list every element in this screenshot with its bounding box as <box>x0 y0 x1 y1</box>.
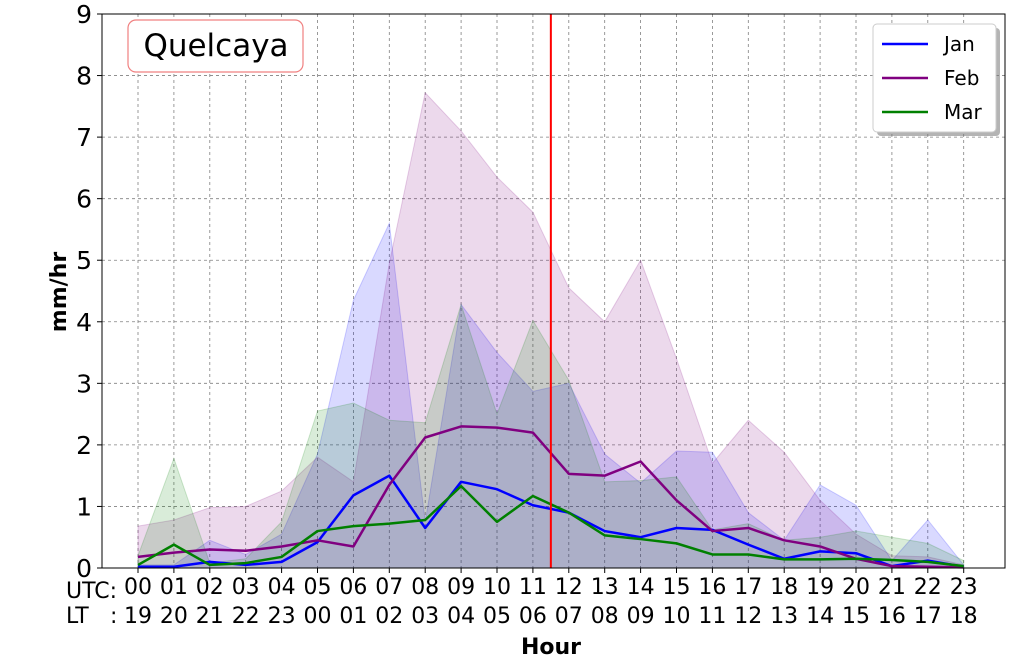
x-tick-label-lt: 10 <box>663 604 691 629</box>
y-tick-label: 4 <box>76 308 92 337</box>
x-tick-label-lt: 08 <box>591 604 619 629</box>
x-tick-label-utc: 03 <box>232 575 260 600</box>
y-tick-label: 2 <box>76 431 92 460</box>
x-tick-label-utc: 21 <box>878 575 906 600</box>
legend-label-jan: Jan <box>942 32 975 56</box>
x-tick-label-lt: 22 <box>232 604 260 629</box>
legend: Jan Feb Mar <box>872 23 1000 136</box>
x-tick-label-utc: 08 <box>411 575 439 600</box>
x-tick-label-lt: 18 <box>950 604 978 629</box>
utc-prefix-label: UTC: <box>66 579 117 604</box>
x-tick-label-utc: 17 <box>734 575 762 600</box>
x-tick-label-lt: 09 <box>627 604 655 629</box>
x-tick-label-lt: 13 <box>770 604 798 629</box>
x-axis-ticks: 00 19 01 20 02 21 03 22 04 23 05 00 06 01 07 02 08 03 09 04… <box>124 568 978 629</box>
x-tick-label-utc: 01 <box>160 575 188 600</box>
y-axis-ticks: 0 1 2 3 4 5 6 7 8 9 <box>76 0 102 583</box>
chart-title: Quelcaya <box>143 28 288 64</box>
lt-prefix-label: LT <box>66 604 89 629</box>
x-tick-label-lt: 16 <box>878 604 906 629</box>
lt-prefix-colon: : <box>110 604 117 629</box>
x-tick-label-utc: 02 <box>196 575 224 600</box>
x-tick-label-lt: 05 <box>483 604 511 629</box>
x-tick-label-lt: 19 <box>124 604 152 629</box>
title-box: Quelcaya <box>127 19 304 73</box>
y-tick-label: 1 <box>76 492 92 521</box>
x-tick-label-lt: 11 <box>698 604 726 629</box>
x-tick-label-lt: 06 <box>519 604 547 629</box>
y-axis-label: mm/hr <box>47 252 72 333</box>
x-tick-label-utc: 15 <box>663 575 691 600</box>
legend-label-feb: Feb <box>944 66 979 90</box>
x-tick-label-lt: 04 <box>447 604 475 629</box>
y-tick-label: 8 <box>76 62 92 91</box>
x-tick-label-utc: 18 <box>770 575 798 600</box>
x-tick-label-utc: 05 <box>304 575 332 600</box>
y-tick-label: 7 <box>76 123 92 152</box>
y-tick-label: 6 <box>76 185 92 214</box>
y-tick-label: 0 <box>76 554 92 583</box>
x-tick-label-lt: 14 <box>806 604 834 629</box>
x-tick-label-lt: 17 <box>914 604 942 629</box>
plot-frame <box>101 13 1006 569</box>
x-tick-label-lt: 15 <box>842 604 870 629</box>
x-tick-label-utc: 10 <box>483 575 511 600</box>
x-tick-label-lt: 12 <box>734 604 762 629</box>
y-tick-label: 9 <box>76 0 92 29</box>
x-axis-label: Hour <box>521 635 581 660</box>
x-tick-label-utc: 11 <box>519 575 547 600</box>
x-tick-label-utc: 13 <box>591 575 619 600</box>
x-tick-label-lt: 00 <box>304 604 332 629</box>
y-tick-label: 3 <box>76 369 92 398</box>
x-tick-label-lt: 07 <box>555 604 583 629</box>
x-tick-label-utc: 20 <box>842 575 870 600</box>
x-tick-label-lt: 03 <box>411 604 439 629</box>
x-tick-label-utc: 12 <box>555 575 583 600</box>
x-tick-label-utc: 14 <box>627 575 655 600</box>
legend-label-mar: Mar <box>944 100 983 124</box>
x-tick-label-lt: 01 <box>339 604 367 629</box>
x-tick-label-lt: 20 <box>160 604 188 629</box>
x-tick-label-lt: 21 <box>196 604 224 629</box>
x-tick-label-utc: 19 <box>806 575 834 600</box>
x-tick-label-utc: 06 <box>339 575 367 600</box>
x-tick-label-utc: 09 <box>447 575 475 600</box>
y-tick-label: 5 <box>76 246 92 275</box>
x-tick-label-utc: 07 <box>375 575 403 600</box>
x-tick-label-utc: 04 <box>268 575 296 600</box>
x-tick-label-lt: 02 <box>375 604 403 629</box>
x-tick-label-utc: 00 <box>124 575 152 600</box>
x-tick-label-utc: 16 <box>698 575 726 600</box>
x-tick-label-utc: 23 <box>950 575 978 600</box>
x-tick-label-utc: 22 <box>914 575 942 600</box>
x-tick-label-lt: 23 <box>268 604 296 629</box>
